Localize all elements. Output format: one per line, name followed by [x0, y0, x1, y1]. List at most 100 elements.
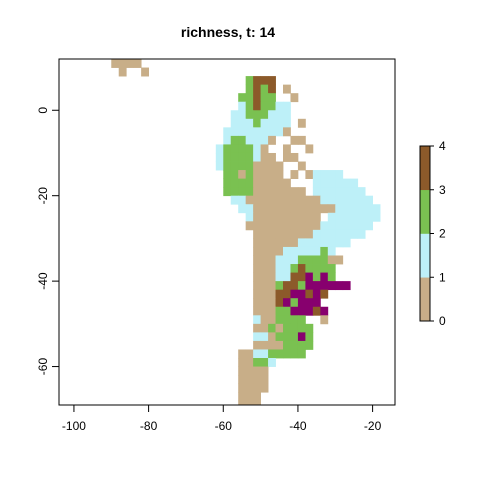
heatmap-cell: [260, 315, 269, 325]
heatmap-cell: [297, 195, 306, 205]
heatmap-cell: [290, 315, 299, 325]
heatmap-cell: [290, 195, 299, 205]
heatmap-cell: [335, 195, 344, 205]
heatmap-cell: [238, 178, 247, 188]
heatmap-cell: [305, 212, 314, 222]
heatmap-cell: [253, 255, 261, 265]
heatmap-cell: [350, 221, 359, 231]
x-axis: -100 -80 -60 -40 -20: [62, 404, 382, 433]
heatmap-cell: [268, 170, 276, 179]
heatmap-cell: [275, 161, 284, 171]
heatmap-cell: [275, 204, 284, 214]
heatmap-cell: [275, 332, 284, 342]
heatmap-cell: [238, 195, 247, 205]
heatmap-cell: [245, 195, 254, 205]
heatmap-cell: [268, 178, 276, 188]
heatmap-cell: [230, 187, 239, 197]
heatmap-cell: [283, 204, 291, 214]
heatmap-cell: [260, 340, 269, 350]
x-tick-label: -40: [289, 419, 307, 433]
heatmap-cell: [320, 281, 329, 291]
heatmap-cell: [253, 306, 261, 316]
heatmap-cell: [312, 204, 321, 214]
legend-color-swatch: [420, 233, 430, 278]
x-tick-label: -100: [62, 419, 86, 433]
heatmap-cell: [238, 135, 247, 145]
heatmap-cell: [297, 264, 306, 273]
heatmap-cell: [290, 255, 299, 265]
heatmap-cell: [268, 127, 276, 137]
heatmap-cell: [320, 229, 329, 239]
heatmap-cell: [268, 221, 276, 231]
heatmap-cell: [312, 221, 321, 231]
heatmap-cell: [305, 170, 314, 179]
heatmap-cell: [268, 238, 276, 248]
heatmap-cell: [335, 170, 344, 179]
heatmap-cell: [327, 221, 336, 231]
heatmap-cell: [238, 144, 247, 154]
heatmap-cell: [283, 84, 291, 94]
heatmap-cell: [320, 264, 329, 273]
heatmap-cell: [350, 204, 359, 214]
heatmap-cell: [305, 340, 314, 350]
heatmap-cell: [283, 306, 291, 316]
y-tick-label: 0: [36, 107, 50, 114]
heatmap-cell: [327, 195, 336, 205]
legend-tick-label: 3: [439, 183, 446, 197]
heatmap-cell: [312, 238, 321, 248]
heatmap-cell: [260, 264, 269, 273]
heatmap-cell: [268, 135, 276, 145]
heatmap-cell: [260, 118, 269, 128]
heatmap-cell: [245, 204, 254, 214]
heatmap-cell: [342, 281, 351, 291]
heatmap-cell: [275, 298, 284, 308]
heatmap-cell: [268, 306, 276, 316]
heatmap-cell: [290, 306, 299, 316]
heatmap-cell: [238, 366, 247, 376]
heatmap-cell: [335, 178, 344, 188]
heatmap-cell: [253, 400, 261, 406]
heatmap-cell: [238, 152, 247, 162]
heatmap-cell: [260, 144, 269, 154]
heatmap-cell: [305, 289, 314, 299]
heatmap-cell: [238, 101, 247, 111]
heatmap-cell: [275, 229, 284, 239]
heatmap-cell: [268, 281, 276, 291]
heatmap-cell: [238, 93, 247, 103]
heatmap-cell: [312, 272, 321, 282]
heatmap-cell: [297, 135, 306, 145]
heatmap-cell: [275, 264, 284, 273]
heatmap-cell: [275, 127, 284, 137]
heatmap-cell: [283, 281, 291, 291]
heatmap-cell: [305, 332, 314, 342]
heatmap-cell: [260, 375, 269, 385]
heatmap-cell: [260, 281, 269, 291]
heatmap-cell: [268, 110, 276, 120]
heatmap-cell: [335, 212, 344, 222]
heatmap-cell: [245, 93, 254, 103]
heatmap-cell: [268, 349, 276, 359]
heatmap-cell: [253, 366, 261, 376]
heatmap-cell: [215, 152, 224, 162]
heatmap-cell: [283, 195, 291, 205]
heatmap-cell: [253, 221, 261, 231]
heatmap-cell: [350, 212, 359, 222]
heatmap-cell: [327, 229, 336, 239]
heatmap-cell: [335, 238, 344, 248]
heatmap-cell: [268, 255, 276, 265]
heatmap-cell: [238, 118, 247, 128]
heatmap-cell: [327, 178, 336, 188]
heatmap-cell: [320, 255, 329, 265]
heatmap-cell: [245, 187, 254, 197]
heatmap-cell: [260, 298, 269, 308]
heatmap-cell: [268, 161, 276, 171]
heatmap-cell: [253, 340, 261, 350]
heatmap-cell: [290, 187, 299, 197]
heatmap-cell: [238, 358, 247, 367]
heatmap-cell: [312, 298, 321, 308]
heatmap-cell: [260, 187, 269, 197]
heatmap-cell: [223, 178, 232, 188]
heatmap-cell: [290, 289, 299, 299]
